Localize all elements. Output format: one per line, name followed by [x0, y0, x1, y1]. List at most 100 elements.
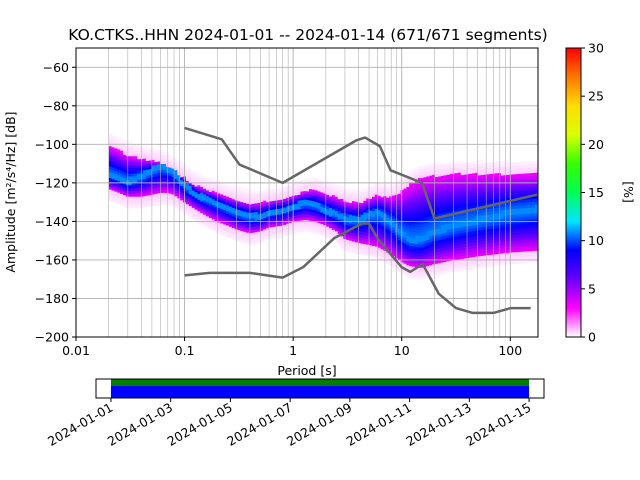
heatmap-cell [535, 224, 539, 228]
heatmap-cell [520, 179, 525, 183]
heatmap-cell [122, 139, 127, 144]
heatmap-cell [526, 175, 530, 180]
heatmap-cell [354, 233, 359, 237]
heatmap-cell [108, 151, 112, 155]
heatmap-cell [320, 220, 324, 225]
heatmap-cell [323, 195, 327, 200]
heatmap-cell [257, 211, 261, 215]
heatmap-cell [243, 208, 247, 212]
heatmap-cell [535, 244, 539, 248]
heatmap-cell [517, 240, 522, 244]
heatmap-cell [168, 158, 173, 162]
heatmap-cell [434, 176, 439, 180]
heatmap-cell [515, 185, 519, 189]
heatmap-cell [372, 248, 376, 252]
heatmap-cell [205, 192, 210, 197]
heatmap-cell [483, 162, 487, 167]
heatmap-cell [406, 198, 410, 202]
heatmap-cell [145, 172, 150, 176]
heatmap-cell [306, 193, 310, 198]
heatmap-cell [111, 187, 115, 191]
heatmap-cell [489, 193, 493, 198]
heatmap-cell [420, 195, 424, 199]
heatmap-cell [420, 244, 424, 248]
heatmap-cell [263, 208, 267, 213]
heatmap-cell [400, 198, 404, 202]
heatmap-cell [529, 216, 533, 220]
heatmap-cell [446, 266, 450, 271]
heatmap-cell [108, 145, 112, 150]
heatmap-cell [426, 230, 430, 235]
heatmap-cell [366, 229, 370, 234]
heatmap-cell [406, 215, 410, 219]
heatmap-cell [480, 243, 485, 248]
heatmap-cell [437, 199, 442, 203]
heatmap-cell [409, 202, 413, 206]
heatmap-cell [331, 212, 336, 216]
heatmap-cell [463, 223, 467, 227]
heatmap-cell [251, 189, 256, 193]
heatmap-cell [360, 237, 364, 241]
heatmap-cell [392, 183, 396, 187]
heatmap-cell [440, 169, 444, 174]
heatmap-cell [286, 214, 290, 219]
heatmap-cell [483, 200, 487, 204]
heatmap-cell [108, 140, 112, 144]
heatmap-cell [400, 178, 404, 182]
heatmap-cell [429, 163, 433, 167]
heatmap-cell [417, 261, 422, 265]
heatmap-cell [263, 217, 267, 221]
heatmap-cell [483, 194, 487, 198]
heatmap-cell [145, 163, 150, 167]
heatmap-cell [283, 224, 287, 228]
heatmap-cell [114, 191, 118, 195]
heatmap-cell [203, 197, 207, 201]
heatmap-cell [449, 173, 453, 178]
heatmap-cell [217, 219, 221, 223]
heatmap-cell [191, 187, 195, 191]
heatmap-cell [406, 180, 410, 185]
heatmap-cell [500, 198, 505, 202]
heatmap-cell [240, 224, 244, 229]
heatmap-cell [480, 232, 485, 236]
heatmap-cell [174, 158, 178, 162]
timeline-tick-label: 2024-01-05 [164, 400, 234, 449]
heatmap-cell [148, 157, 153, 161]
heatmap-cell [220, 191, 224, 195]
heatmap-cell [217, 204, 221, 208]
heatmap-cell [114, 162, 118, 166]
heatmap-cell [532, 207, 536, 211]
heatmap-cell [443, 206, 447, 211]
heatmap-cell [226, 184, 230, 188]
heatmap-cell [246, 206, 250, 210]
heatmap-cell [145, 160, 150, 164]
heatmap-cell [145, 201, 150, 205]
heatmap-cell [480, 180, 485, 184]
heatmap-cell [489, 205, 493, 209]
heatmap-cell [337, 184, 341, 188]
heatmap-cell [457, 250, 462, 254]
heatmap-cell [449, 260, 453, 264]
heatmap-cell [392, 189, 396, 193]
heatmap-cell [286, 220, 290, 224]
heatmap-cell [437, 254, 442, 258]
heatmap-cell [434, 260, 439, 264]
heatmap-cell [131, 190, 135, 194]
heatmap-cell [349, 196, 353, 201]
heatmap-cell [420, 209, 424, 213]
heatmap-cell [406, 212, 410, 216]
heatmap-cell [426, 173, 430, 177]
heatmap-cell [157, 161, 161, 165]
heatmap-cell [125, 175, 130, 180]
heatmap-cell [443, 200, 447, 205]
heatmap-cell [483, 203, 487, 207]
heatmap-cell [463, 237, 467, 242]
heatmap-cell [477, 232, 482, 237]
heatmap-cell [303, 179, 307, 183]
heatmap-cell [380, 234, 384, 238]
heatmap-cell [426, 207, 430, 212]
heatmap-cell [489, 254, 493, 258]
heatmap-cell [243, 222, 247, 227]
heatmap-cell [191, 169, 195, 174]
heatmap-cell [532, 256, 536, 260]
